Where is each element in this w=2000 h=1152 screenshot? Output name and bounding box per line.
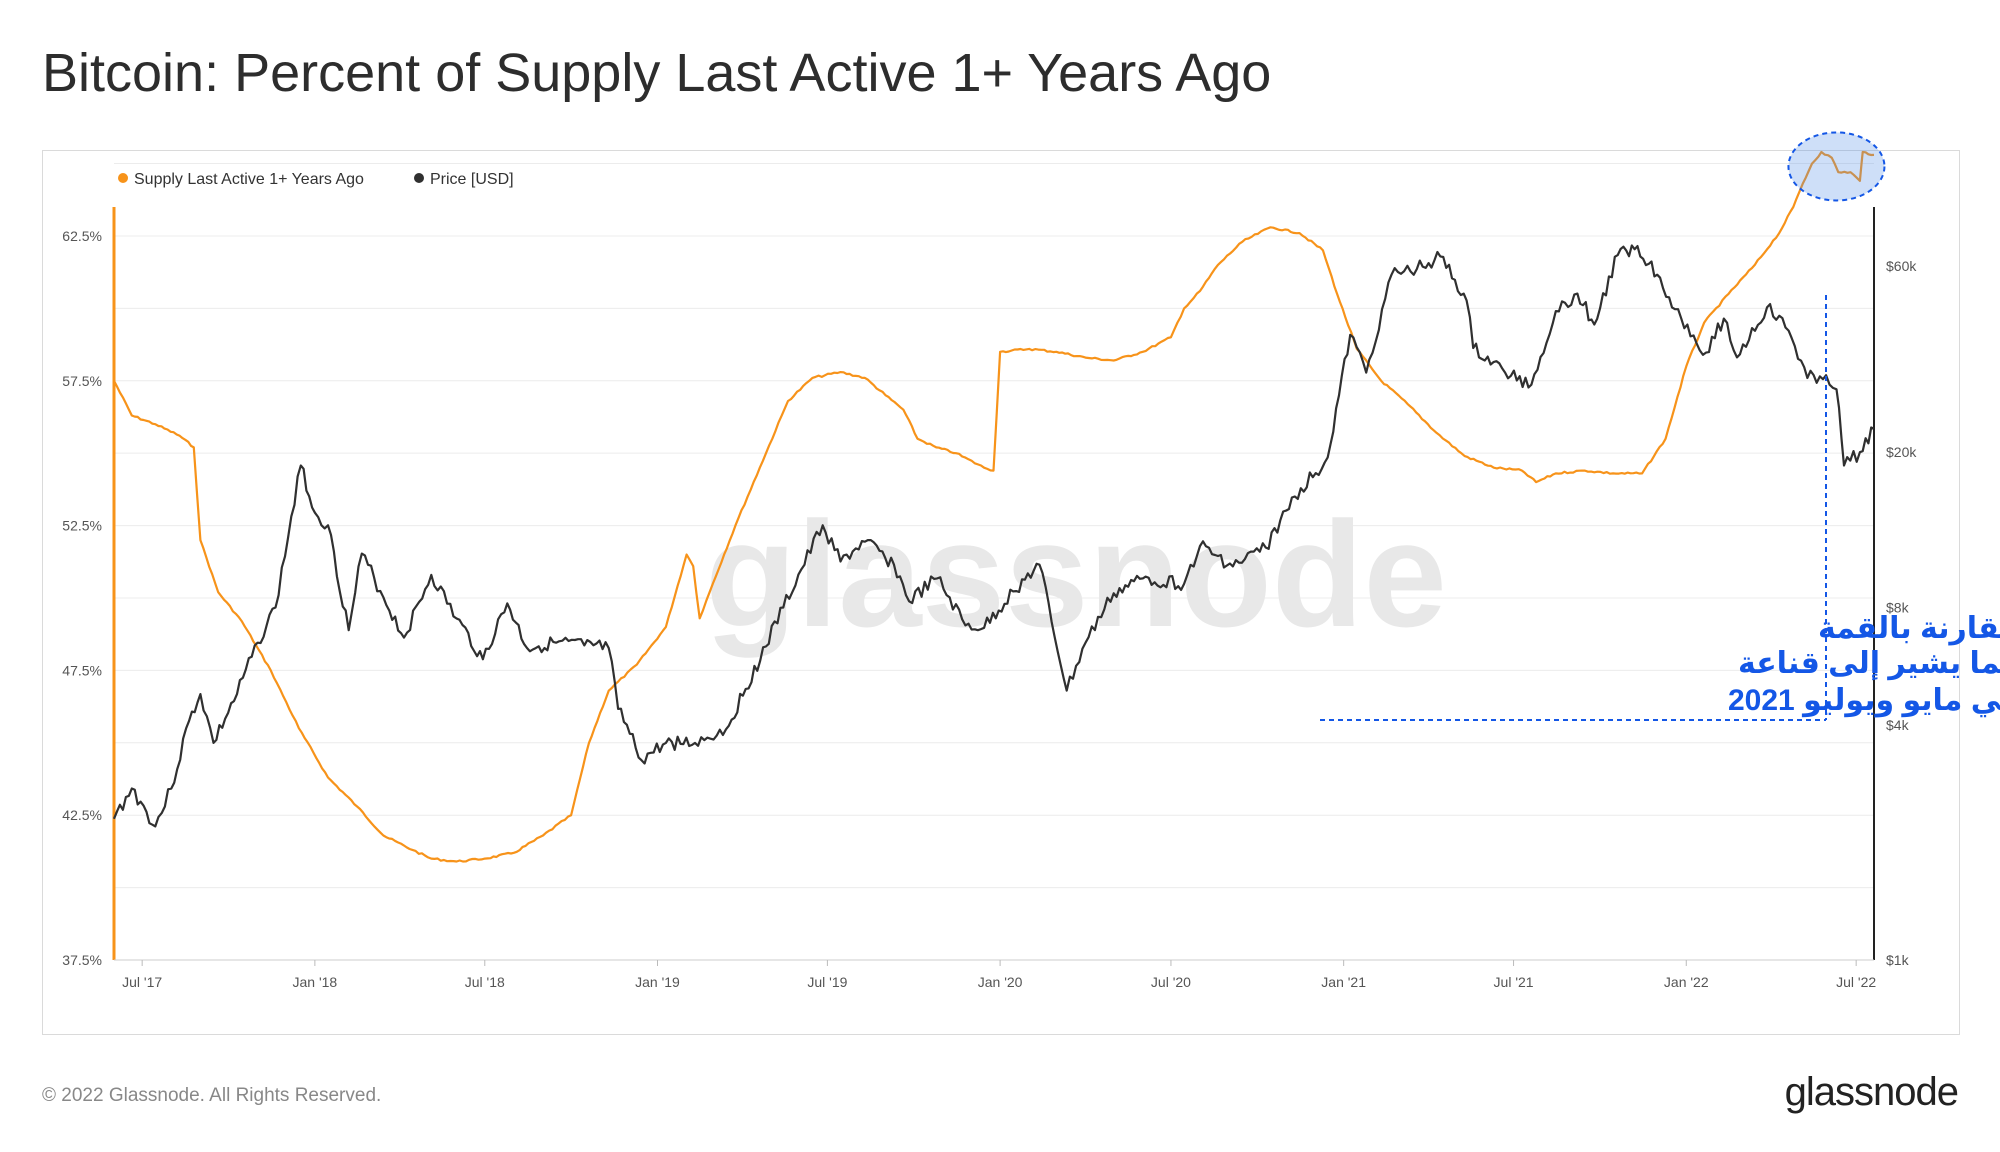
series-layer <box>112 150 1875 863</box>
legend-item-price[interactable]: Price [USD] <box>414 171 514 188</box>
legend-label-price: Price [USD] <box>430 171 514 188</box>
y-left-tick-label: 57.5% <box>62 373 102 389</box>
x-tick-label: Jan '20 <box>978 974 1023 990</box>
y-left-tick-label: 42.5% <box>62 807 102 823</box>
highlight-layer <box>1787 131 1886 202</box>
series-line-price <box>112 244 1875 828</box>
annotation-line-3: المشترين في مايو ويوليو 2021 <box>1728 684 2000 718</box>
x-tick-label: Jul '19 <box>807 974 847 990</box>
x-tick-label: Jul '21 <box>1494 974 1534 990</box>
watermark: glassnode <box>705 490 1447 658</box>
y-right-tick-label: $4k <box>1886 717 1910 733</box>
y-axis-left: 37.5% 42.5% 47.5% 52.5% 57.5% 62.5% <box>62 207 116 968</box>
legend-label-supply: Supply Last Active 1+ Years Ago <box>134 171 364 188</box>
footer-copyright: © 2022 Glassnode. All Rights Reserved. <box>42 1085 382 1106</box>
y-left-tick-label: 37.5% <box>62 952 102 968</box>
page-title: Bitcoin: Percent of Supply Last Active 1… <box>42 43 1272 103</box>
x-tick-label: Jan '19 <box>635 974 680 990</box>
x-tick-label: Jan '18 <box>293 974 338 990</box>
annotation-line-1: سكون في المعروض لمدة 1Yr + مقارنة بالقمة <box>1818 612 2000 646</box>
legend: Supply Last Active 1+ Years Ago Price [U… <box>118 171 514 188</box>
y-left-tick-label: 47.5% <box>62 662 102 678</box>
x-tick-label: Jul '22 <box>1836 974 1876 990</box>
x-tick-label: Jul '17 <box>122 974 162 990</box>
x-axis: Jul '17 Jan '18 Jul '18 Jan '19 Jul '19 Jan '… <box>114 959 1876 990</box>
x-tick-label: Jul '18 <box>465 974 505 990</box>
y-left-tick-label: 52.5% <box>62 518 102 534</box>
x-tick-label: Jan '22 <box>1664 974 1709 990</box>
y-right-tick-label: $20k <box>1886 444 1917 460</box>
legend-swatch-price <box>414 173 424 183</box>
annotation-line-2: أقل بـ 65.6٪ مما يشير إلى قناعة <box>1738 643 2000 681</box>
y-right-tick-label: $60k <box>1886 258 1917 274</box>
y-right-tick-label: $1k <box>1886 952 1910 968</box>
footer-brand-logo: glassnode <box>1784 1070 1959 1114</box>
x-tick-label: Jan '21 <box>1321 974 1366 990</box>
chart-frame <box>42 150 1960 1035</box>
y-axis-right: $1k $4k $8k $20k $60k <box>1873 207 1917 968</box>
legend-swatch-supply <box>118 173 128 183</box>
highlight-ellipse <box>1787 131 1886 202</box>
y-left-tick-label: 62.5% <box>62 228 102 244</box>
annotation: سكون في المعروض لمدة 1Yr + مقارنة بالقمة… <box>1320 295 2000 721</box>
y-right-tick-label: $8k <box>1886 600 1910 616</box>
legend-item-supply[interactable]: Supply Last Active 1+ Years Ago <box>118 171 364 188</box>
x-tick-label: Jul '20 <box>1151 974 1191 990</box>
series-line-supply <box>113 150 1875 863</box>
